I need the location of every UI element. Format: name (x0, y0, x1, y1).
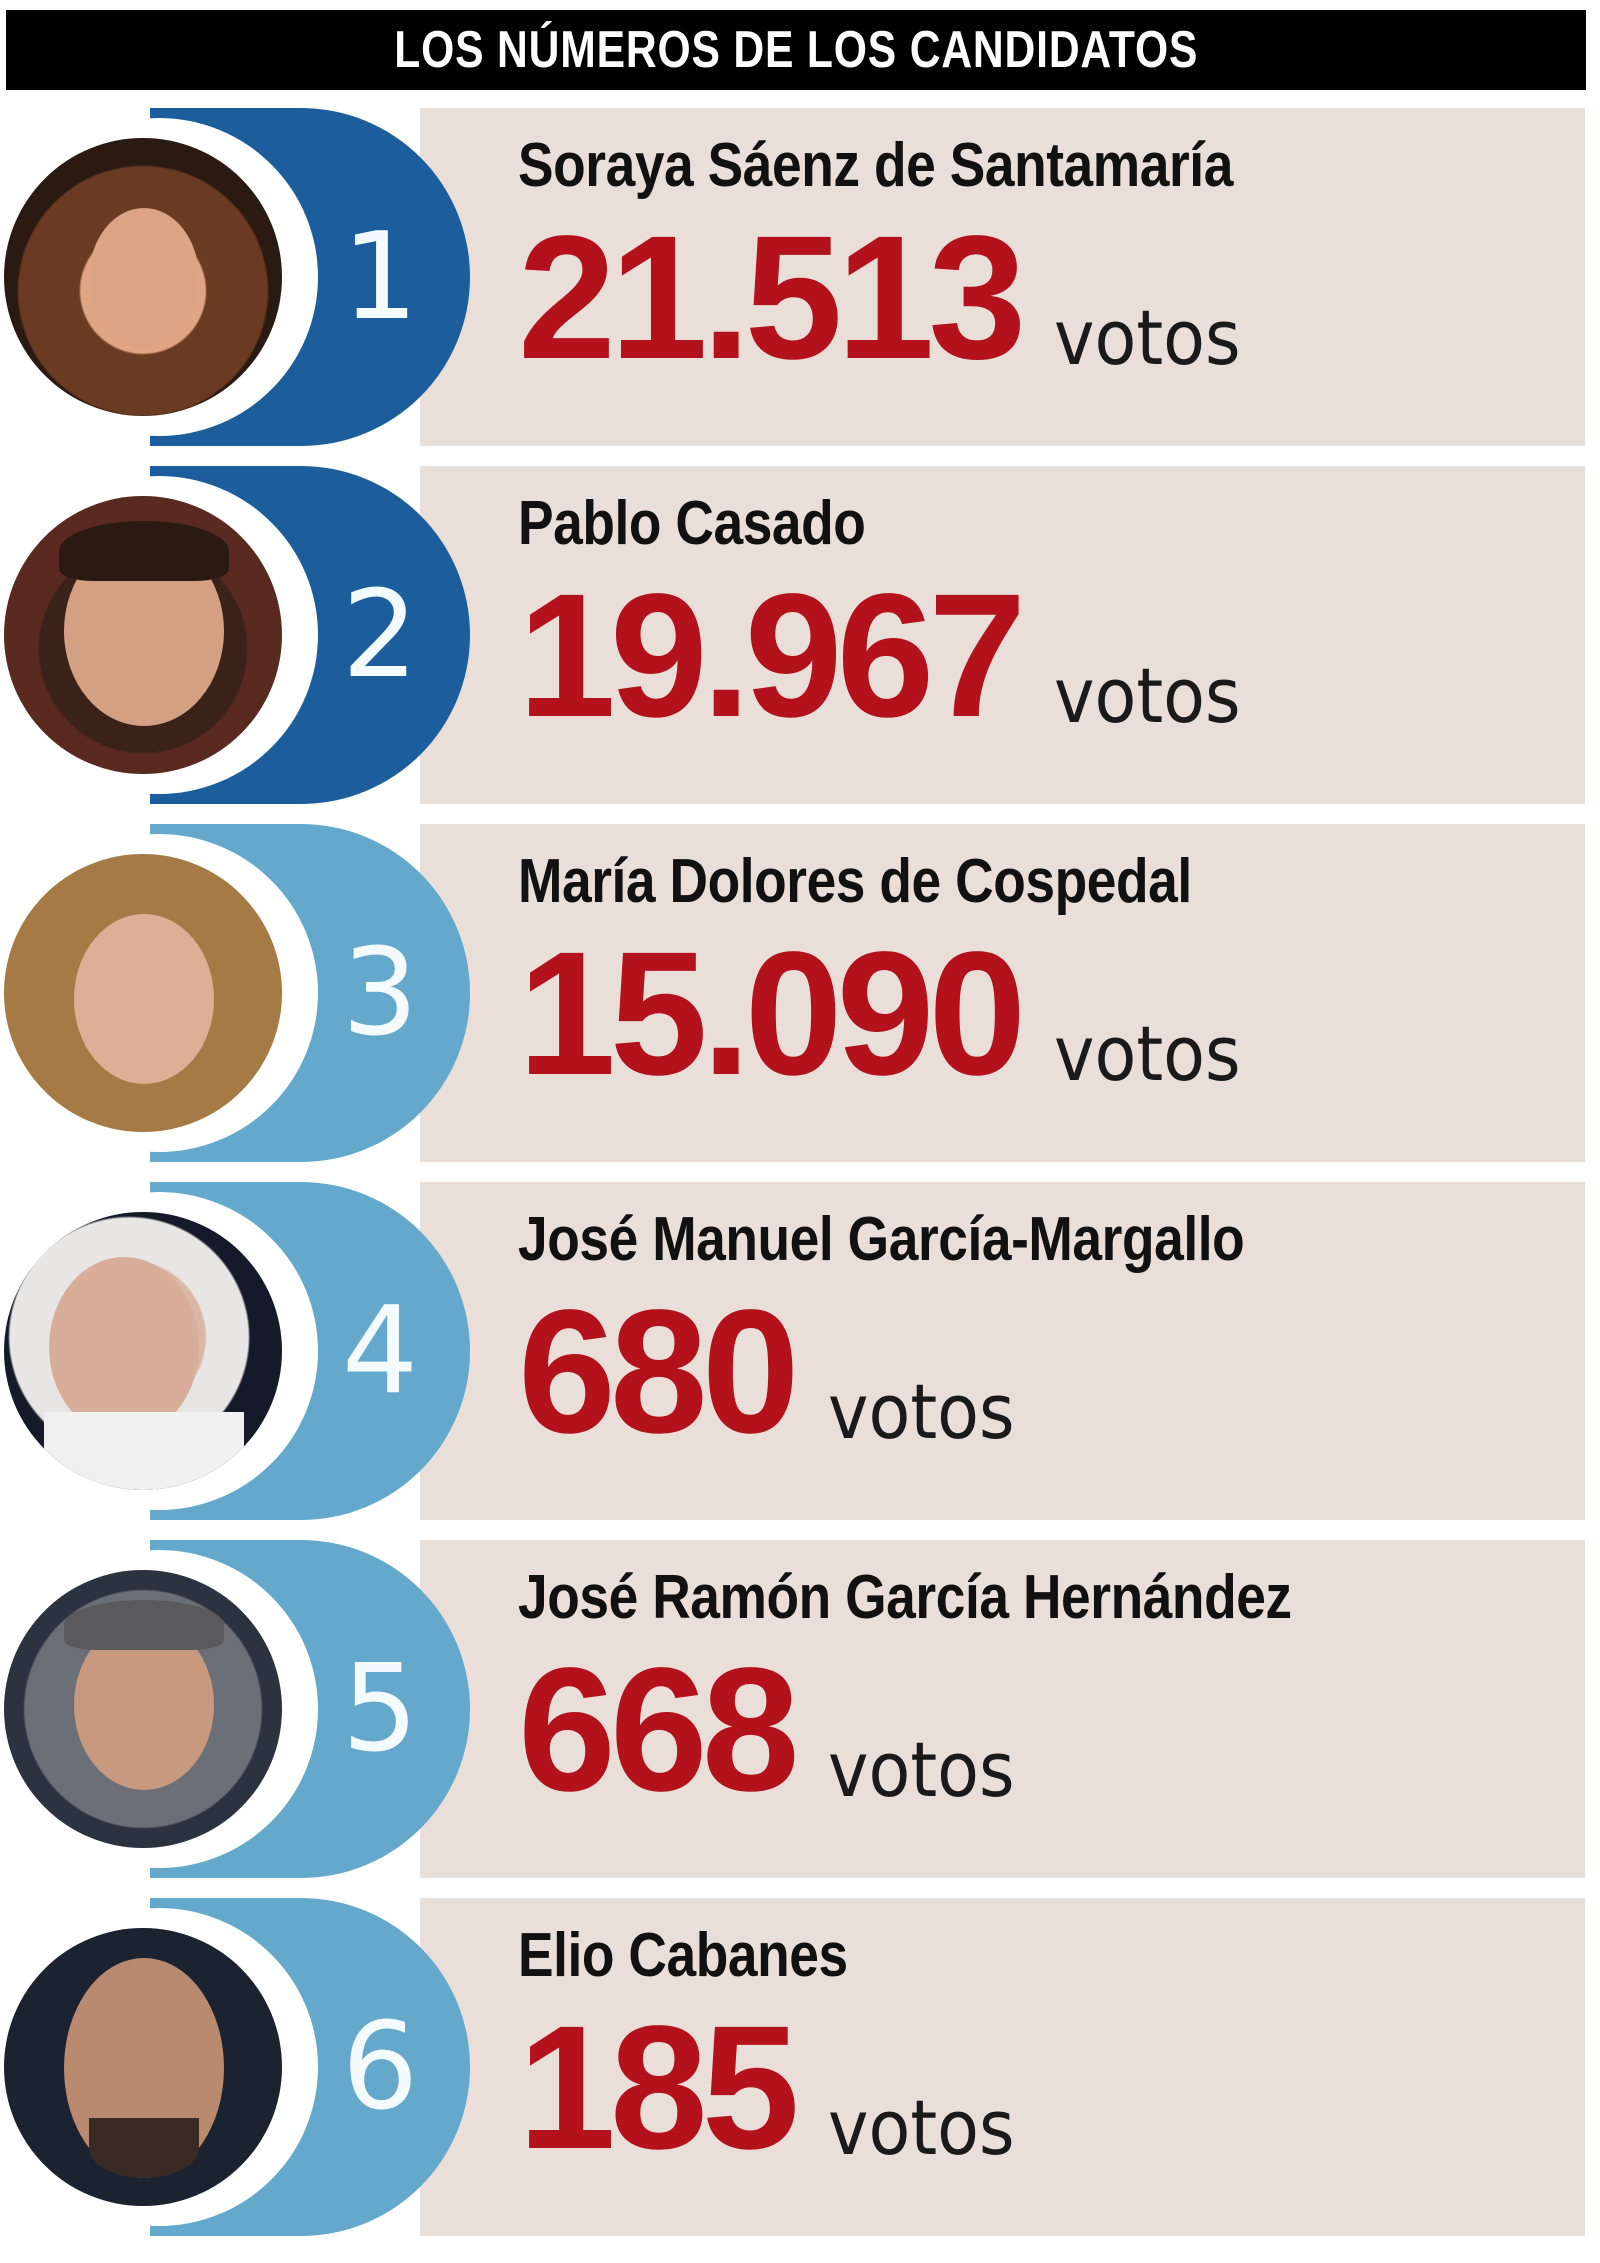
candidate-name: Soraya Sáenz de Santamaría (518, 131, 1233, 200)
votes-unit: votos (827, 2083, 1015, 2172)
candidate-row: 1 Soraya Sáenz de Santamaría 21.513 voto… (0, 108, 1600, 446)
votes-count: 185 (518, 1990, 800, 2186)
candidate-panel (420, 1898, 1585, 2236)
candidate-name: José Manuel García-Margallo (518, 1205, 1245, 1274)
votes-unit: votos (1054, 1009, 1241, 1098)
candidate-photo (4, 138, 282, 416)
candidate-name: María Dolores de Cospedal (518, 847, 1192, 916)
candidate-photo (4, 496, 282, 774)
candidate-row: 3 María Dolores de Cospedal 15.090 votos (0, 824, 1600, 1162)
title-bar: LOS NÚMEROS DE LOS CANDIDATOS (6, 10, 1586, 90)
page-title: LOS NÚMEROS DE LOS CANDIDATOS (394, 21, 1198, 79)
candidate-name: José Ramón García Hernández (518, 1563, 1292, 1632)
candidate-panel (420, 108, 1585, 446)
votes-count: 19.967 (518, 558, 1026, 754)
candidate-row: 2 Pablo Casado 19.967 votos (0, 466, 1600, 804)
votes-unit: votos (827, 1367, 1015, 1456)
candidate-row: 6 Elio Cabanes 185 votos (0, 1898, 1600, 2236)
candidate-photo (4, 854, 282, 1132)
votes-line: 668 votos (518, 1632, 1035, 1828)
votes-line: 15.090 votos (518, 916, 1262, 1112)
candidate-photo (4, 1212, 282, 1490)
candidate-photo (4, 1928, 282, 2206)
rank-number: 1 (341, 207, 419, 347)
candidate-row: 4 José Manuel García-Margallo 680 votos (0, 1182, 1600, 1520)
votes-count: 668 (518, 1632, 800, 1828)
rank-number: 3 (341, 923, 419, 1063)
candidate-row: 5 José Ramón García Hernández 668 votos (0, 1540, 1600, 1878)
rank-number: 5 (341, 1639, 419, 1779)
candidate-photo (4, 1570, 282, 1848)
votes-count: 680 (518, 1274, 800, 1470)
votes-line: 680 votos (518, 1274, 1035, 1470)
candidate-panel (420, 1540, 1585, 1878)
candidate-panel (420, 1182, 1585, 1520)
rank-number: 4 (341, 1281, 419, 1421)
votes-unit: votos (1054, 651, 1241, 740)
candidate-name: Elio Cabanes (518, 1921, 848, 1990)
votes-count: 21.513 (518, 200, 1026, 396)
candidate-panel (420, 466, 1585, 804)
rank-number: 2 (341, 565, 419, 705)
candidate-name: Pablo Casado (518, 489, 866, 558)
votes-unit: votos (827, 1725, 1015, 1814)
rank-number: 6 (341, 1997, 419, 2137)
votes-line: 185 votos (518, 1990, 1035, 2186)
votes-unit: votos (1054, 293, 1241, 382)
candidate-panel (420, 824, 1585, 1162)
votes-line: 19.967 votos (518, 558, 1262, 754)
votes-line: 21.513 votos (518, 200, 1262, 396)
votes-count: 15.090 (518, 916, 1026, 1112)
